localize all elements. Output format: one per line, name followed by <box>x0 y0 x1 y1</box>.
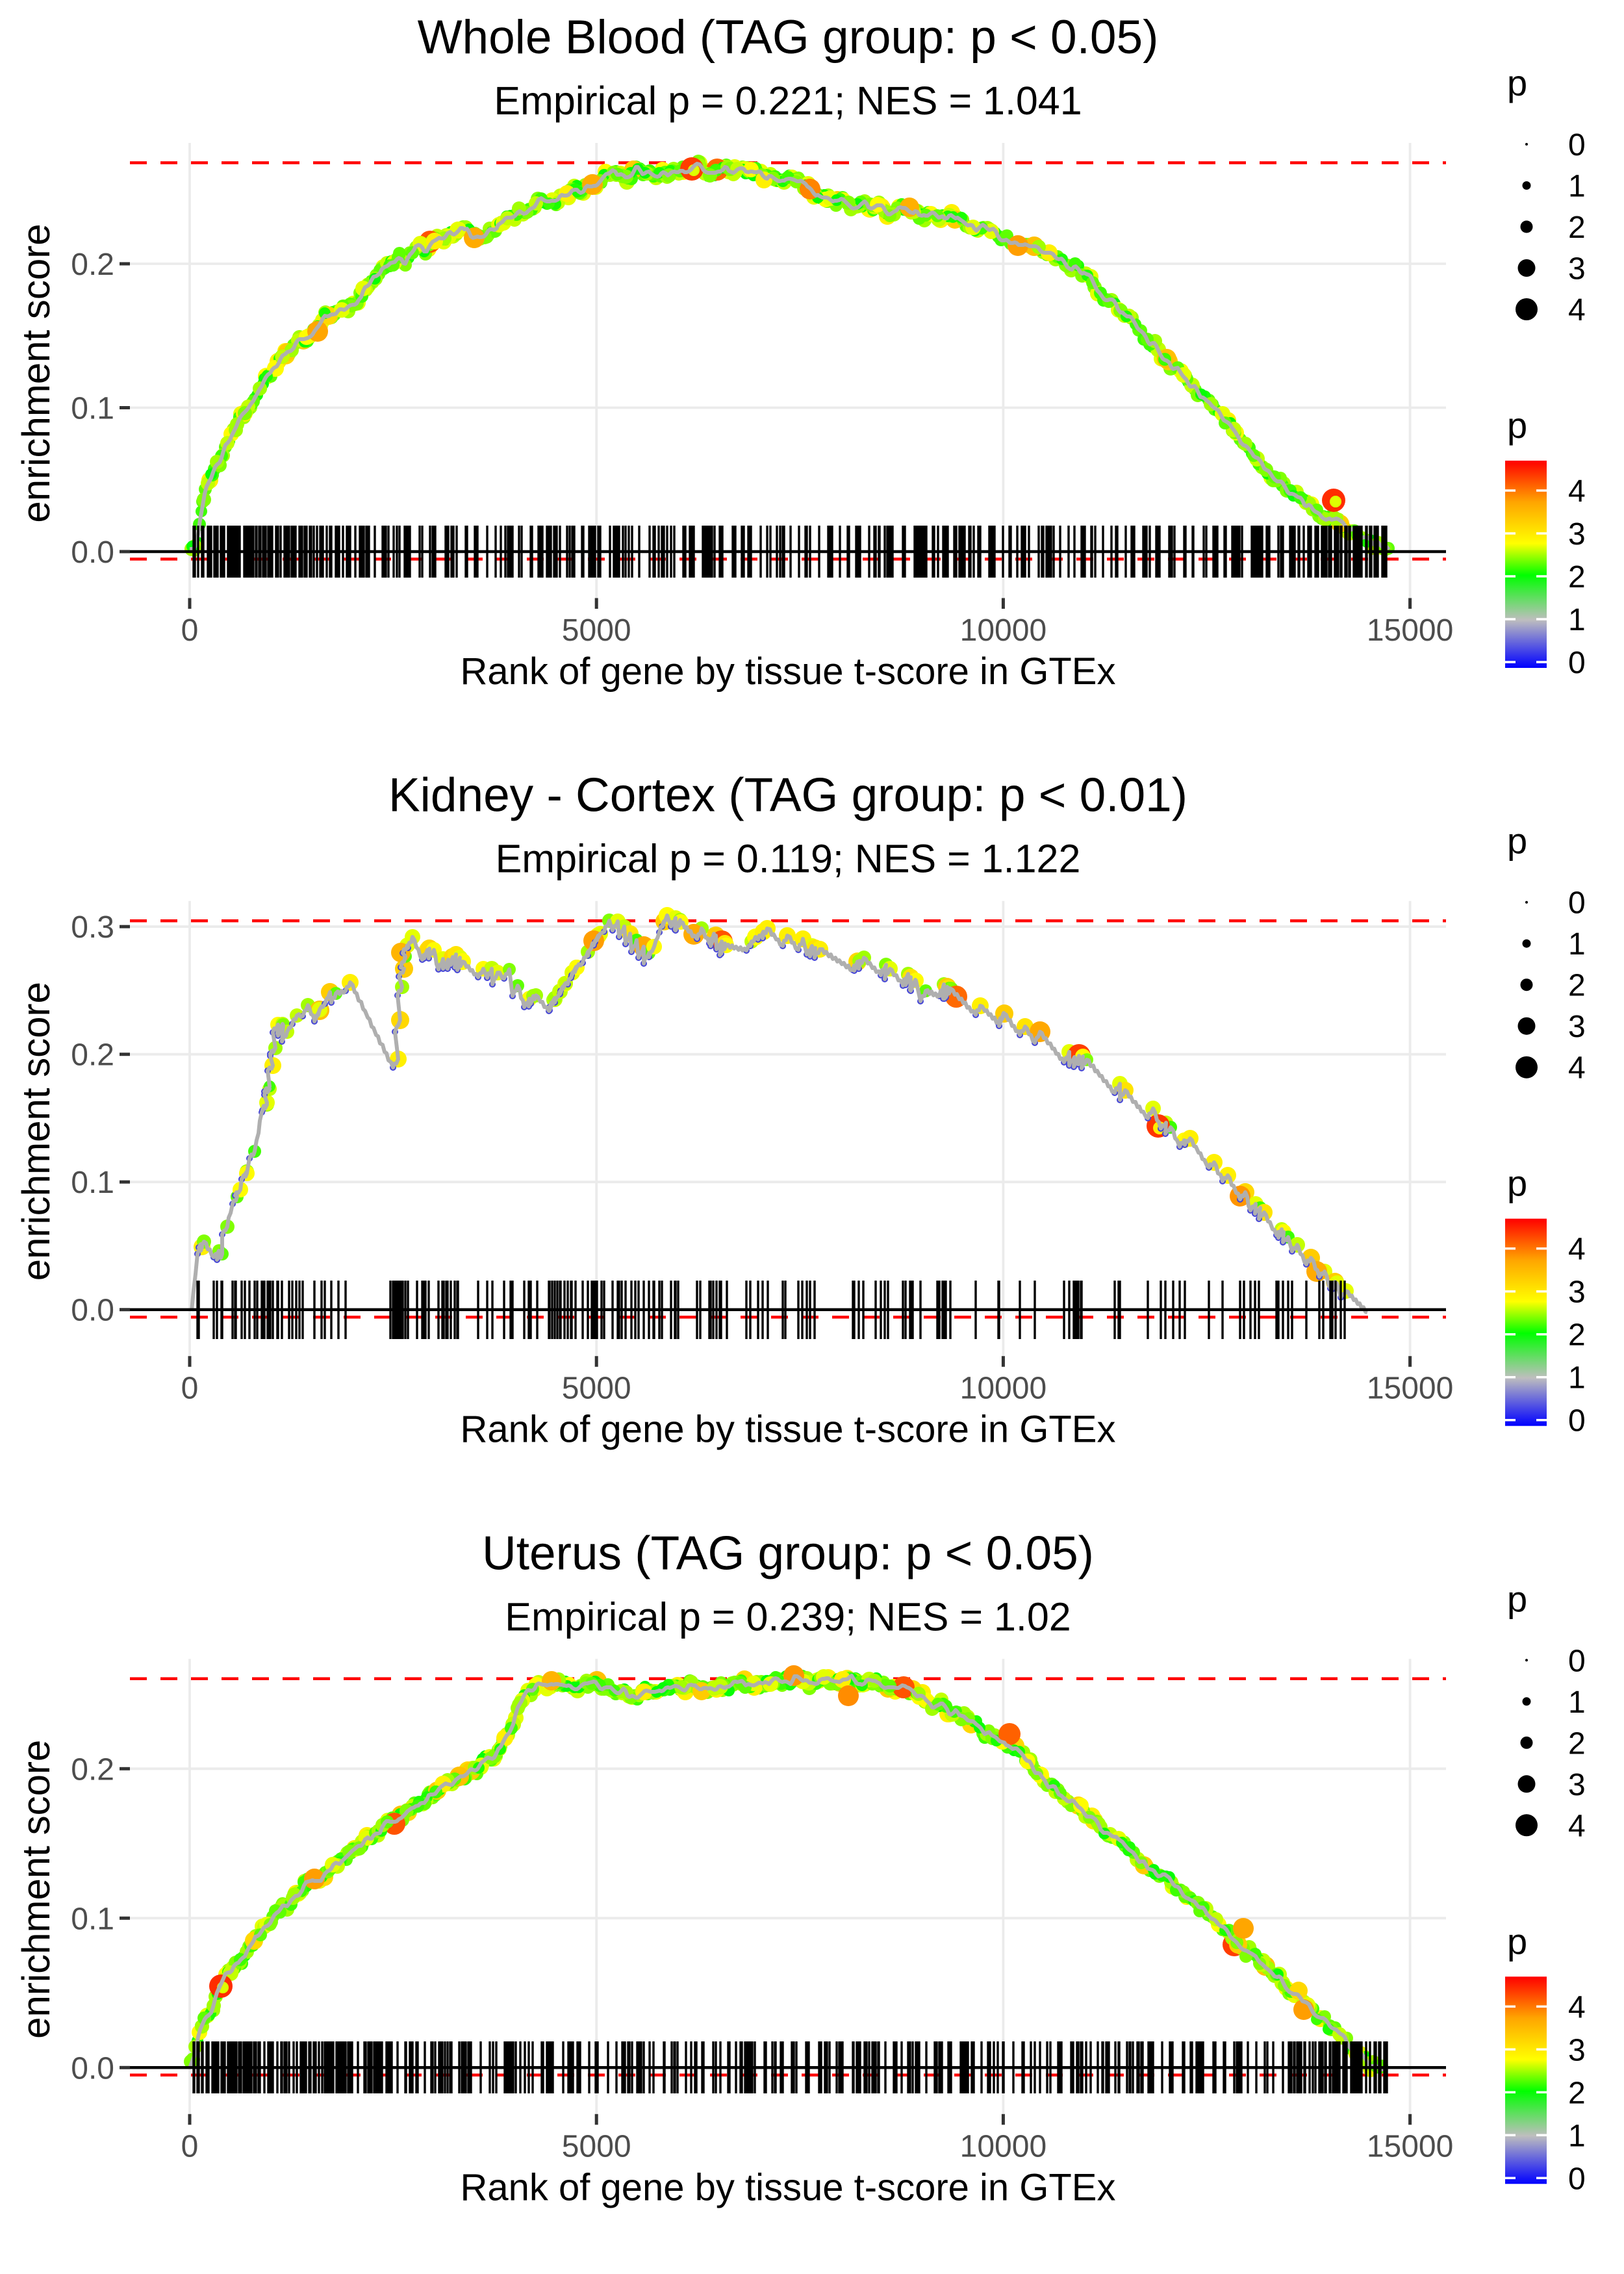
svg-text:0.1: 0.1 <box>71 1902 114 1936</box>
svg-text:0: 0 <box>181 2129 199 2164</box>
svg-text:enrichment score: enrichment score <box>14 224 58 522</box>
svg-text:15000: 15000 <box>1367 1372 1453 1406</box>
svg-text:p: p <box>1507 1921 1527 1961</box>
svg-text:10000: 10000 <box>960 1372 1047 1406</box>
svg-text:0: 0 <box>1568 1644 1586 1678</box>
svg-text:p: p <box>1507 405 1527 446</box>
svg-text:0: 0 <box>181 613 199 648</box>
svg-text:3: 3 <box>1568 2033 1586 2067</box>
svg-text:0.1: 0.1 <box>71 1166 114 1200</box>
svg-text:2: 2 <box>1568 2076 1586 2110</box>
svg-text:1: 1 <box>1568 170 1586 204</box>
svg-text:0.0: 0.0 <box>71 2051 114 2086</box>
svg-text:3: 3 <box>1568 1010 1586 1044</box>
svg-text:Empirical p = 0.221; NES = 1.0: Empirical p = 0.221; NES = 1.041 <box>494 79 1082 123</box>
svg-text:p: p <box>1507 1578 1527 1619</box>
svg-text:0: 0 <box>1568 2162 1586 2196</box>
svg-text:1: 1 <box>1568 927 1586 962</box>
svg-text:0.1: 0.1 <box>71 392 114 426</box>
svg-text:10000: 10000 <box>960 613 1047 648</box>
svg-text:0: 0 <box>1568 128 1586 162</box>
svg-text:Rank of gene by tissue t-score: Rank of gene by tissue t-score in GTEx <box>461 2166 1116 2208</box>
svg-text:5000: 5000 <box>562 2129 631 2164</box>
svg-text:3: 3 <box>1568 517 1586 552</box>
svg-text:5000: 5000 <box>562 1372 631 1406</box>
svg-text:4: 4 <box>1568 474 1586 509</box>
svg-text:2: 2 <box>1568 1318 1586 1353</box>
svg-text:Whole Blood (TAG group: p < 0.: Whole Blood (TAG group: p < 0.05) <box>418 11 1159 64</box>
svg-text:2: 2 <box>1568 1726 1586 1761</box>
svg-text:p: p <box>1507 62 1527 103</box>
svg-text:0.0: 0.0 <box>71 1294 114 1328</box>
svg-text:enrichment score: enrichment score <box>14 1740 58 2039</box>
svg-text:Uterus (TAG group: p < 0.05): Uterus (TAG group: p < 0.05) <box>482 1527 1094 1579</box>
svg-text:Rank of gene by tissue t-score: Rank of gene by tissue t-score in GTEx <box>461 1409 1116 1451</box>
svg-text:4: 4 <box>1568 1809 1586 1843</box>
svg-text:0.2: 0.2 <box>71 1038 114 1073</box>
svg-text:5000: 5000 <box>562 613 631 648</box>
svg-text:p: p <box>1507 821 1527 862</box>
svg-text:Empirical p = 0.119; NES = 1.1: Empirical p = 0.119; NES = 1.122 <box>496 837 1081 881</box>
svg-text:1: 1 <box>1568 603 1586 637</box>
svg-text:10000: 10000 <box>960 2129 1047 2164</box>
svg-text:Rank of gene by tissue t-score: Rank of gene by tissue t-score in GTEx <box>461 650 1116 693</box>
svg-text:2: 2 <box>1568 969 1586 1003</box>
svg-text:4: 4 <box>1568 1051 1586 1086</box>
svg-text:0.2: 0.2 <box>71 1752 114 1787</box>
svg-text:0.2: 0.2 <box>71 248 114 282</box>
svg-text:4: 4 <box>1568 1990 1586 2025</box>
svg-text:0: 0 <box>1568 646 1586 680</box>
svg-text:1: 1 <box>1568 1685 1586 1720</box>
svg-text:4: 4 <box>1568 293 1586 327</box>
svg-text:0.3: 0.3 <box>71 910 114 945</box>
svg-text:15000: 15000 <box>1367 2129 1453 2164</box>
svg-text:3: 3 <box>1568 252 1586 287</box>
svg-text:15000: 15000 <box>1367 613 1453 648</box>
svg-text:2: 2 <box>1568 560 1586 594</box>
svg-text:p: p <box>1507 1163 1527 1204</box>
svg-text:1: 1 <box>1568 1361 1586 1396</box>
svg-text:enrichment score: enrichment score <box>14 982 58 1281</box>
svg-text:3: 3 <box>1568 1768 1586 1802</box>
svg-text:1: 1 <box>1568 2119 1586 2153</box>
svg-text:3: 3 <box>1568 1275 1586 1310</box>
svg-text:4: 4 <box>1568 1233 1586 1267</box>
svg-text:0: 0 <box>1568 886 1586 921</box>
svg-text:0: 0 <box>1568 1404 1586 1438</box>
svg-text:Empirical p = 0.239; NES = 1.0: Empirical p = 0.239; NES = 1.02 <box>505 1594 1071 1639</box>
svg-text:Kidney - Cortex (TAG group: p: Kidney - Cortex (TAG group: p < 0.01) <box>388 769 1187 822</box>
svg-text:0: 0 <box>181 1372 199 1406</box>
svg-text:2: 2 <box>1568 211 1586 245</box>
svg-text:0.0: 0.0 <box>71 535 114 570</box>
